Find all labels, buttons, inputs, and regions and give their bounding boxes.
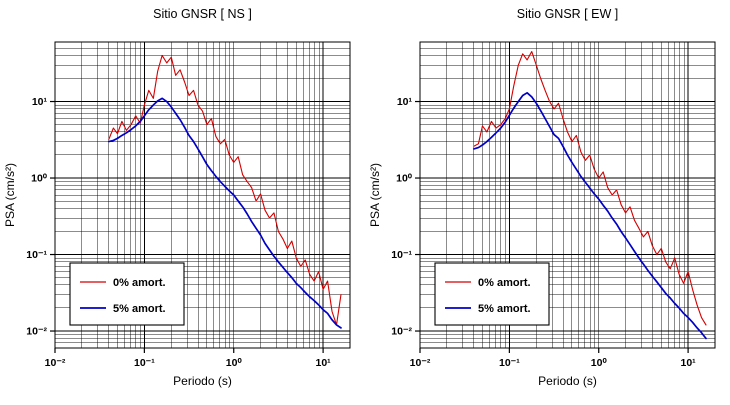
legend-box (434, 262, 550, 326)
svg-text:10⁻¹: 10⁻¹ (134, 357, 155, 369)
legend-box (69, 262, 185, 326)
x-axis-label: Periodo (s) (538, 374, 597, 388)
svg-text:10¹: 10¹ (316, 357, 332, 369)
svg-text:10⁰: 10⁰ (31, 173, 48, 185)
series-line (107, 97, 342, 329)
svg-text:10⁰: 10⁰ (226, 357, 243, 369)
svg-text:10⁻²: 10⁻² (391, 326, 412, 338)
y-axis-label: PSA (cm/s²) (368, 163, 382, 227)
svg-text:10⁻¹: 10⁻¹ (391, 249, 412, 261)
series-line (108, 54, 342, 326)
svg-text:10⁻¹: 10⁻¹ (26, 249, 47, 261)
chart-ew: 10⁻² 10⁻¹ 10⁰ 10¹ 10⁻² 10⁻¹ 10⁰ 10¹ Sitio GNSR [… (365, 0, 730, 400)
chart-ns: 10⁻² 10⁻¹ 10⁰ 10¹ 10⁻² 10⁻¹ 10⁰ 10¹ Sitio GNSR [… (0, 0, 365, 400)
series-line (472, 91, 707, 340)
svg-text:10¹: 10¹ (681, 357, 697, 369)
chart-svg: 10⁻² 10⁻¹ 10⁰ 10¹ 10⁻² 10⁻¹ 10⁰ 10¹ Sitio GNSR [… (3, 7, 351, 388)
chart-title: Sitio GNSR [ EW ] (517, 7, 618, 21)
legend-label: 5% amort. (113, 303, 166, 315)
svg-text:10¹: 10¹ (397, 96, 413, 108)
chart-svg: 10⁻² 10⁻¹ 10⁰ 10¹ 10⁻² 10⁻¹ 10⁰ 10¹ Sitio GNSR [… (368, 7, 716, 388)
svg-text:10⁻²: 10⁻² (26, 326, 47, 338)
chart-title: Sitio GNSR [ NS ] (153, 7, 252, 21)
legend-label: 0% amort. (478, 277, 531, 289)
legend-label: 0% amort. (113, 277, 166, 289)
svg-text:10⁻²: 10⁻² (45, 357, 66, 369)
x-axis-label: Periodo (s) (173, 374, 232, 388)
series-line (473, 51, 707, 326)
svg-text:10⁰: 10⁰ (591, 357, 608, 369)
svg-text:10⁰: 10⁰ (396, 173, 413, 185)
legend-label: 5% amort. (478, 303, 531, 315)
svg-text:10¹: 10¹ (32, 96, 48, 108)
svg-text:10⁻¹: 10⁻¹ (499, 357, 520, 369)
svg-text:10⁻²: 10⁻² (410, 357, 431, 369)
y-axis-label: PSA (cm/s²) (3, 163, 17, 227)
